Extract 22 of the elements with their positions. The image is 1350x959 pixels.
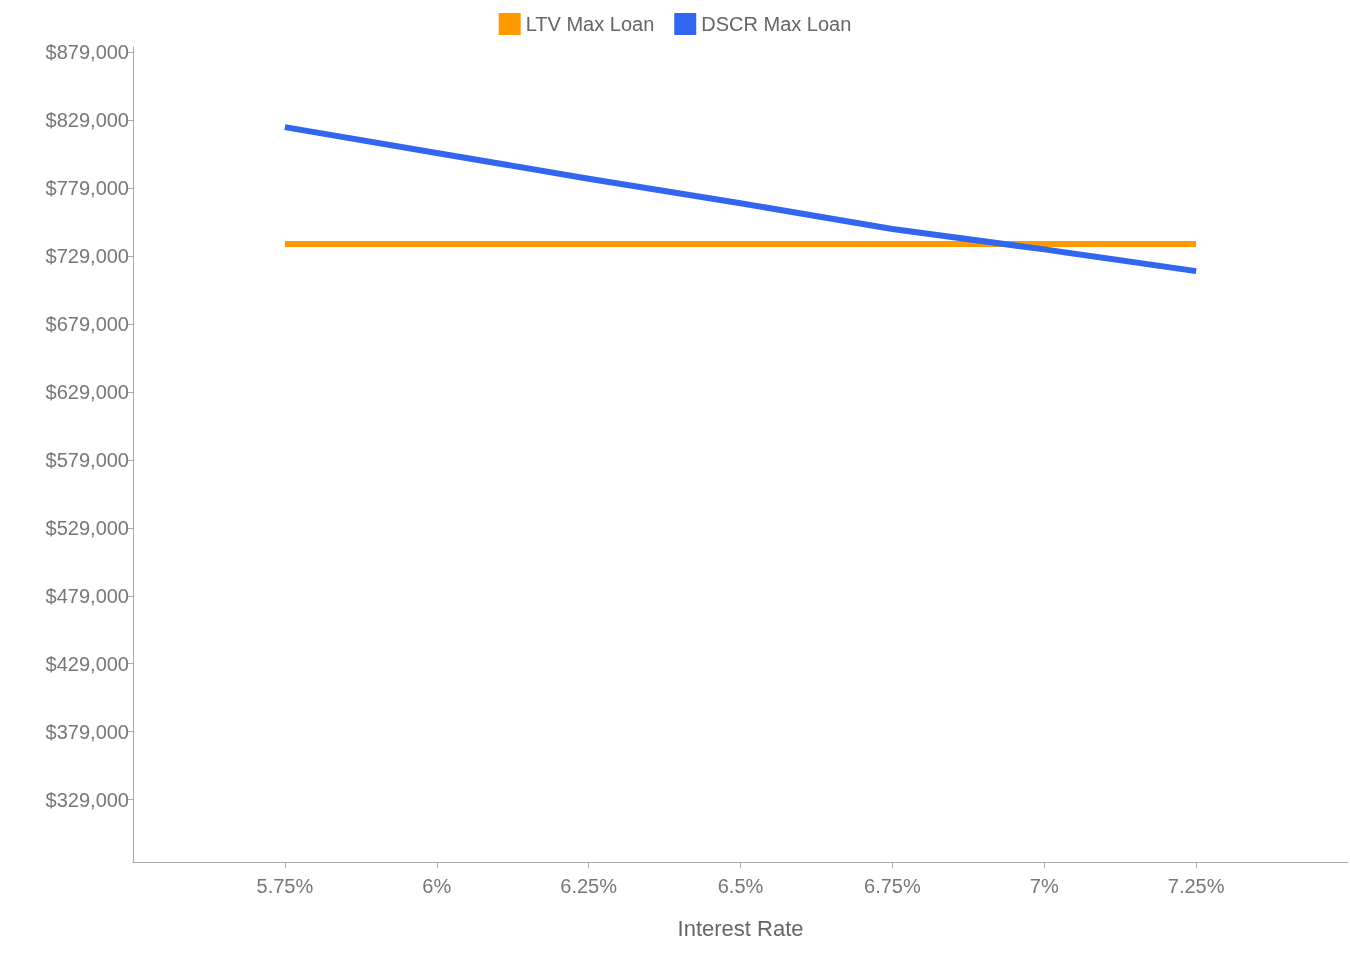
y-tick-label: $329,000 — [45, 788, 129, 811]
x-tick-label: 6% — [422, 875, 452, 897]
legend-label: LTV Max Loan — [525, 13, 655, 35]
x-tick-label: 5.75% — [256, 875, 314, 897]
x-tick-label: 6.25% — [560, 875, 618, 897]
x-tick-label: 7% — [1029, 875, 1059, 897]
y-tick-label: $879,000 — [45, 41, 129, 64]
y-tick-label: $779,000 — [45, 177, 129, 200]
x-tick-label: 7.25% — [1167, 875, 1225, 897]
y-tick-label: $429,000 — [45, 652, 129, 675]
y-tick-label: $679,000 — [45, 313, 129, 336]
x-axis-title: Interest Rate — [677, 915, 804, 941]
y-tick-label: $529,000 — [45, 516, 129, 539]
y-tick-label: $379,000 — [45, 720, 129, 743]
y-tick-label: $629,000 — [45, 381, 129, 404]
legend-label: DSCR Max Loan — [701, 13, 852, 35]
y-tick-label: $729,000 — [45, 245, 129, 268]
y-tick-label: $579,000 — [45, 448, 129, 471]
y-tick-label: $829,000 — [45, 109, 129, 132]
x-tick-label: 6.75% — [864, 875, 921, 897]
y-tick-label: $479,000 — [45, 584, 129, 607]
x-tick-label: 6.5% — [717, 875, 764, 897]
